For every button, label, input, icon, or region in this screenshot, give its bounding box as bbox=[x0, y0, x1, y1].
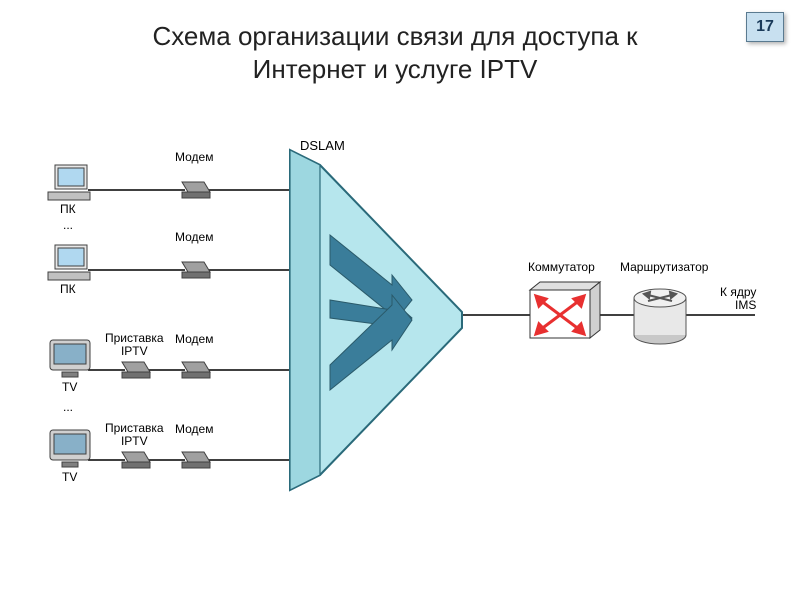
dots-1: ... bbox=[63, 218, 73, 232]
modem-label-4: Модем bbox=[175, 422, 213, 436]
tv-label-2: TV bbox=[62, 470, 77, 484]
dslam-label: DSLAM bbox=[300, 138, 345, 153]
iptv-box-text-2a: Приставка bbox=[105, 421, 164, 435]
page-number-text: 17 bbox=[756, 18, 774, 36]
switch-icon bbox=[530, 282, 600, 338]
modem-label-2: Модем bbox=[175, 230, 213, 244]
dots-2: ... bbox=[63, 400, 73, 414]
modem-icon-4 bbox=[182, 452, 210, 468]
modem-icon-1 bbox=[182, 182, 210, 198]
switch-label: Коммутатор bbox=[528, 260, 595, 274]
title-line-2: Интернет и услуге IPTV bbox=[253, 54, 538, 84]
core-text-1: К ядру bbox=[720, 285, 756, 299]
iptv-box-icon-1 bbox=[122, 362, 150, 378]
page-title: Схема организации связи для доступа к Ин… bbox=[60, 20, 730, 85]
page-number-badge: 17 bbox=[746, 12, 784, 42]
iptv-box-text-2b: IPTV bbox=[121, 434, 148, 448]
modem-icon-2 bbox=[182, 262, 210, 278]
core-text-2: IMS bbox=[735, 298, 756, 312]
tv-icon-1 bbox=[50, 340, 90, 377]
dslam-shape bbox=[290, 150, 462, 490]
tv-icon-2 bbox=[50, 430, 90, 467]
iptv-box-text-1b: IPTV bbox=[121, 344, 148, 358]
network-diagram: Модем Модем Модем Модем ПК ПК TV TV ... … bbox=[0, 140, 800, 560]
iptv-box-icon-2 bbox=[122, 452, 150, 468]
modem-icon-3 bbox=[182, 362, 210, 378]
pc-label-1: ПК bbox=[60, 202, 76, 216]
tv-label-1: TV bbox=[62, 380, 77, 394]
pc-label-2: ПК bbox=[60, 282, 76, 296]
router-label: Маршрутизатор bbox=[620, 260, 708, 274]
modem-label-1: Модем bbox=[175, 150, 213, 164]
modem-label-3: Модем bbox=[175, 332, 213, 346]
router-icon bbox=[634, 289, 686, 344]
pc-icon-1 bbox=[48, 165, 90, 200]
title-line-1: Схема организации связи для доступа к bbox=[152, 21, 637, 51]
pc-icon-2 bbox=[48, 245, 90, 280]
iptv-box-label-2: Приставка IPTV bbox=[105, 422, 164, 448]
core-label: К ядру IMS bbox=[720, 286, 756, 312]
iptv-box-text-1a: Приставка bbox=[105, 331, 164, 345]
iptv-box-label-1: Приставка IPTV bbox=[105, 332, 164, 358]
